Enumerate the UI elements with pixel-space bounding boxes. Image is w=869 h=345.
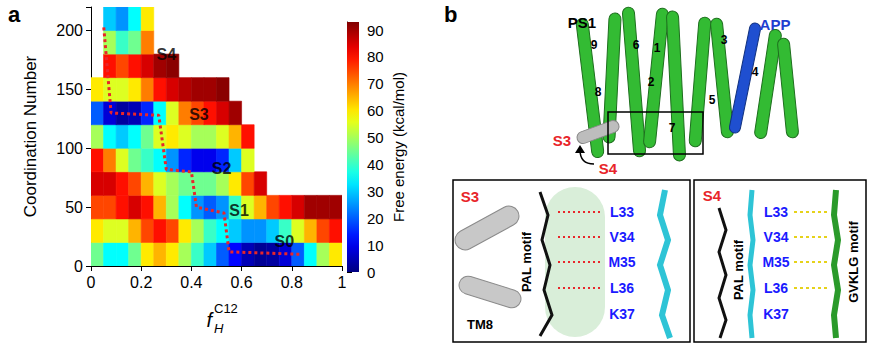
svg-text:a: a [8, 2, 21, 27]
svg-text:M35: M35 [608, 254, 635, 270]
svg-text:L36: L36 [610, 280, 634, 296]
svg-text:L33: L33 [610, 204, 634, 220]
svg-text:200: 200 [56, 22, 83, 39]
svg-text:2: 2 [648, 75, 655, 89]
svg-text:4: 4 [752, 65, 759, 79]
svg-text:PS1: PS1 [568, 14, 596, 31]
svg-text:C12: C12 [214, 301, 238, 316]
svg-text:APP: APP [760, 16, 791, 33]
svg-text:PAL motif: PAL motif [519, 231, 534, 292]
svg-text:0.6: 0.6 [230, 274, 252, 291]
svg-text:100: 100 [56, 140, 83, 157]
svg-text:S0: S0 [274, 233, 294, 250]
svg-text:V34: V34 [764, 229, 789, 245]
svg-text:20: 20 [367, 210, 384, 227]
svg-text:Free energy (kcal/mol): Free energy (kcal/mol) [390, 72, 407, 222]
svg-text:3: 3 [721, 33, 728, 47]
svg-text:70: 70 [367, 75, 384, 92]
svg-text:0: 0 [87, 274, 96, 291]
svg-text:b: b [444, 2, 457, 27]
svg-text:PAL motif: PAL motif [731, 239, 746, 300]
svg-text:Coordination Number: Coordination Number [21, 55, 40, 217]
svg-text:9: 9 [591, 38, 598, 52]
svg-text:S3: S3 [189, 106, 209, 123]
svg-text:S2: S2 [212, 160, 232, 177]
svg-text:S4: S4 [599, 160, 618, 177]
svg-text:6: 6 [633, 38, 640, 52]
svg-text:8: 8 [595, 85, 602, 99]
svg-text:H: H [214, 321, 224, 336]
svg-text:0.8: 0.8 [281, 274, 303, 291]
svg-text:M35: M35 [762, 254, 789, 270]
svg-text:S4: S4 [157, 46, 177, 63]
svg-text:50: 50 [367, 129, 384, 146]
svg-text:K37: K37 [763, 306, 789, 322]
svg-text:GVKLG motif: GVKLG motif [846, 221, 861, 303]
svg-text:V34: V34 [610, 229, 635, 245]
svg-text:0.4: 0.4 [180, 274, 202, 291]
svg-text:L33: L33 [764, 204, 788, 220]
svg-text:0.2: 0.2 [130, 274, 152, 291]
svg-text:30: 30 [367, 183, 384, 200]
svg-text:S1: S1 [229, 202, 249, 219]
svg-text:f: f [206, 309, 212, 331]
svg-text:1: 1 [654, 41, 661, 55]
svg-text:40: 40 [367, 156, 384, 173]
svg-text:10: 10 [367, 237, 384, 254]
svg-text:7: 7 [669, 121, 676, 135]
svg-text:K37: K37 [609, 306, 635, 322]
svg-text:80: 80 [367, 48, 384, 65]
svg-text:S4: S4 [703, 187, 722, 204]
svg-text:90: 90 [367, 22, 384, 39]
svg-text:50: 50 [65, 199, 83, 216]
svg-text:S3: S3 [553, 132, 571, 149]
svg-text:TM8: TM8 [467, 317, 493, 332]
svg-text:S3: S3 [461, 188, 479, 205]
svg-text:L36: L36 [764, 280, 788, 296]
svg-text:5: 5 [709, 93, 716, 107]
svg-text:0: 0 [74, 258, 83, 275]
svg-text:1: 1 [338, 274, 347, 291]
svg-text:0: 0 [367, 264, 375, 281]
svg-text:60: 60 [367, 102, 384, 119]
svg-text:150: 150 [56, 81, 83, 98]
